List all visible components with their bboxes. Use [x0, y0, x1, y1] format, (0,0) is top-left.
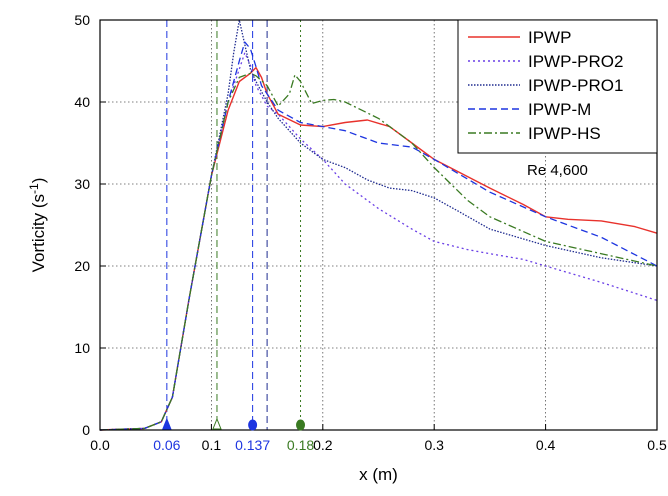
circle-marker	[296, 419, 306, 431]
marker-label: 0.18	[287, 437, 314, 453]
y-axis-label-main: Vorticity (s	[29, 194, 48, 272]
x-tick-label: 0.5	[647, 437, 667, 453]
x-tick-label: 0.1	[202, 437, 222, 453]
triangle-marker	[212, 417, 222, 430]
x-markers: 0.06 0.137 0.18	[153, 417, 314, 453]
x-tick-label: 0.0	[90, 437, 110, 453]
y-axis-label: Vorticity (s-1)	[27, 178, 48, 273]
series-lines	[99, 19, 658, 431]
triangle-marker	[162, 417, 172, 430]
x-tick-label: 0.4	[536, 437, 556, 453]
legend-label: IPWP-HS	[528, 124, 601, 143]
legend-label: IPWP	[528, 28, 571, 47]
series-line-ipwp-hs	[99, 72, 658, 431]
y-axis-label-suffix: )	[29, 178, 48, 184]
y-tick-label: 50	[74, 12, 90, 28]
x-tick-label: 0.2	[313, 437, 333, 453]
reference-lines	[166, 20, 302, 430]
y-tick-label: 0	[82, 422, 90, 438]
y-tick-label: 20	[74, 258, 90, 274]
legend-label: IPWP-M	[528, 100, 591, 119]
y-tick-label: 40	[74, 94, 90, 110]
y-axis-label-superscript: -1	[27, 183, 41, 194]
reynolds-annotation: Re 4,600	[527, 162, 588, 179]
x-axis-label: x (m)	[359, 465, 398, 484]
legend-label: IPWP-PRO2	[528, 52, 623, 71]
legend: IPWP IPWP-PRO2 IPWP-PRO1 IPWP-M IPWP-HS	[457, 19, 658, 154]
y-tick-label: 30	[74, 176, 90, 192]
axis-ticks: 0.0 0.1 0.2 0.3 0.4 0.5 0 10 20 30 40 50	[74, 12, 667, 453]
marker-label: 0.137	[235, 437, 270, 453]
legend-label: IPWP-PRO1	[528, 76, 623, 95]
y-tick-label: 10	[74, 340, 90, 356]
x-tick-label: 0.3	[424, 437, 444, 453]
circle-marker	[248, 419, 258, 431]
marker-label: 0.06	[153, 437, 180, 453]
plot-frame	[99, 19, 658, 431]
legend-box	[457, 19, 658, 154]
